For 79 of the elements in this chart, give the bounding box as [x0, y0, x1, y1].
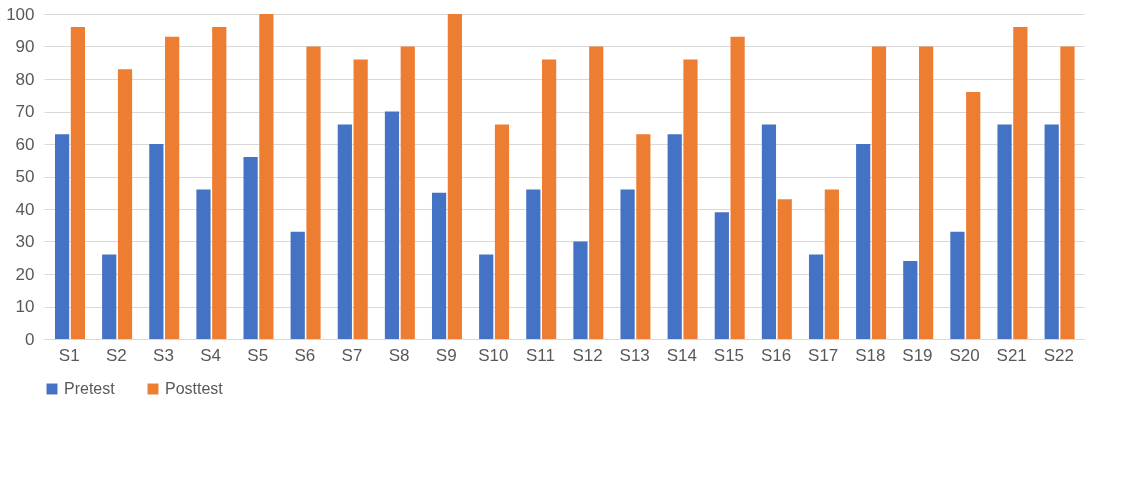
bar — [102, 254, 117, 339]
bar — [1013, 27, 1028, 339]
x-tick-label: S10 — [478, 345, 509, 365]
x-tick-label: S4 — [200, 345, 221, 365]
x-tick-label: S7 — [341, 345, 363, 365]
x-tick-label: S17 — [808, 345, 839, 365]
x-tick-label: S13 — [619, 345, 650, 365]
bar — [149, 144, 164, 339]
bar — [447, 14, 462, 339]
x-tick-label: S12 — [572, 345, 603, 365]
bar — [212, 27, 227, 339]
bar — [337, 124, 352, 339]
y-tick-label: 50 — [15, 167, 35, 186]
x-tick-label: S3 — [153, 345, 174, 365]
bar — [761, 124, 777, 339]
y-tick-label: 20 — [15, 264, 35, 284]
bar — [903, 261, 918, 339]
x-tick-label: S15 — [713, 345, 745, 365]
bar — [290, 231, 305, 339]
bar — [919, 46, 934, 339]
x-tick-label: S19 — [902, 345, 933, 365]
bar — [259, 14, 274, 339]
bar — [950, 231, 965, 339]
x-tick-label: S5 — [247, 345, 269, 365]
x-tick-label: S21 — [996, 345, 1027, 365]
x-tick-label: S1 — [58, 345, 80, 365]
x-tick-label: S2 — [105, 345, 127, 365]
bar — [526, 189, 541, 339]
bar — [871, 46, 887, 339]
x-tick-label: S9 — [435, 345, 457, 365]
bar — [384, 111, 400, 339]
x-tick-label: S22 — [1043, 345, 1074, 365]
y-tick-label: 10 — [15, 297, 35, 316]
bar — [542, 59, 557, 339]
y-tick-label: 40 — [15, 199, 35, 219]
bar — [306, 46, 321, 339]
bar — [243, 157, 258, 339]
y-tick-label: 60 — [15, 134, 35, 154]
bar — [808, 254, 824, 339]
x-tick-label: S8 — [388, 345, 410, 365]
x-tick-label: S20 — [949, 345, 980, 365]
legend-label: Pretest — [64, 380, 116, 397]
bar — [856, 144, 871, 339]
bar — [165, 36, 180, 339]
y-tick-label: 90 — [15, 37, 35, 56]
y-tick-label: 0 — [25, 329, 35, 349]
x-tick-label: S11 — [525, 345, 555, 365]
bar — [714, 212, 729, 339]
bar — [479, 254, 494, 339]
bar — [667, 134, 682, 339]
bar — [636, 134, 651, 339]
legend-label: Posttest — [165, 380, 224, 397]
x-tick-label: S18 — [855, 345, 886, 365]
bar — [966, 92, 981, 339]
bar — [777, 199, 792, 339]
bar — [573, 241, 588, 339]
y-tick-label: 100 — [6, 4, 35, 24]
x-tick-label: S6 — [294, 345, 316, 365]
bar — [997, 124, 1012, 339]
bar — [589, 46, 604, 339]
bar — [353, 59, 368, 339]
bar — [431, 192, 447, 339]
bar — [620, 189, 635, 339]
bar — [683, 59, 698, 339]
y-tick-label: 70 — [15, 102, 35, 121]
x-tick-label: S14 — [666, 345, 697, 365]
y-tick-label: 80 — [15, 69, 35, 89]
bar — [196, 189, 211, 339]
bar — [55, 134, 70, 339]
x-tick-label: S16 — [760, 345, 792, 365]
y-tick-label: 30 — [15, 232, 35, 251]
bar — [400, 46, 415, 339]
bar — [117, 69, 133, 339]
bar — [1044, 124, 1059, 339]
bar — [730, 36, 745, 339]
bar — [70, 27, 85, 339]
bar — [1060, 46, 1075, 339]
bar — [824, 189, 839, 339]
bar — [494, 124, 510, 339]
